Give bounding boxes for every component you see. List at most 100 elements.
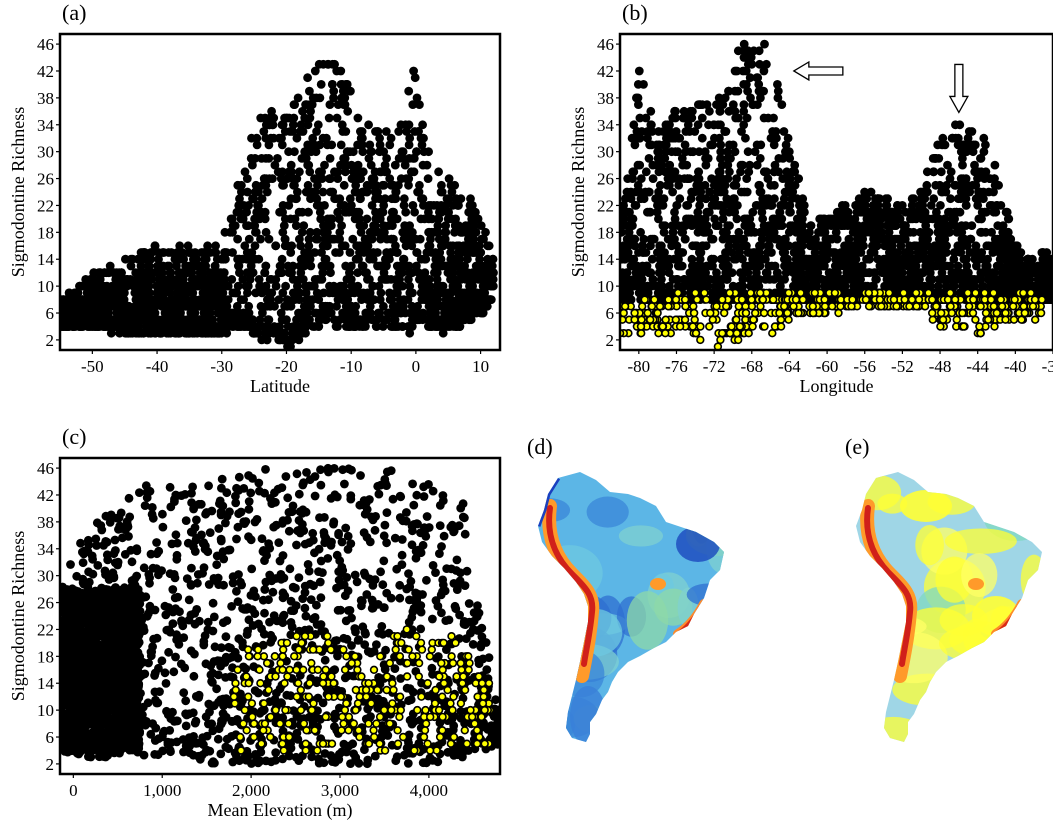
data-point xyxy=(784,227,794,237)
data-point xyxy=(373,308,383,318)
data-point xyxy=(385,288,394,298)
data-point xyxy=(244,234,254,244)
data-point xyxy=(315,275,325,284)
data-point xyxy=(687,254,697,264)
data-point xyxy=(261,281,271,291)
data-point xyxy=(670,234,679,244)
data-point xyxy=(990,174,999,184)
data-point xyxy=(719,207,728,217)
data-point xyxy=(685,268,695,278)
data-point xyxy=(970,160,979,170)
data-point xyxy=(857,261,867,271)
data-point xyxy=(961,201,971,210)
data-point xyxy=(455,268,465,278)
highlighted-point xyxy=(689,308,699,318)
data-point xyxy=(319,288,329,298)
data-point xyxy=(646,207,655,217)
data-point xyxy=(632,127,642,136)
data-point xyxy=(893,261,903,271)
data-point xyxy=(881,254,891,264)
data-point xyxy=(694,174,704,184)
data-point xyxy=(150,241,160,251)
data-point xyxy=(406,167,416,177)
data-point xyxy=(792,214,802,224)
data-point xyxy=(824,234,834,244)
data-point xyxy=(293,187,302,197)
data-point xyxy=(688,261,697,271)
data-point xyxy=(182,295,191,304)
data-point xyxy=(746,93,755,103)
data-point xyxy=(177,288,187,298)
data-point xyxy=(635,133,645,143)
data-point xyxy=(356,315,366,325)
data-point xyxy=(721,254,731,264)
data-point xyxy=(982,241,992,251)
x-tick-label: -40 xyxy=(146,357,169,376)
highlighted-point xyxy=(884,288,894,298)
data-point xyxy=(313,120,323,130)
data-point xyxy=(795,248,804,257)
data-point xyxy=(797,254,807,264)
data-point xyxy=(844,254,853,264)
data-point xyxy=(777,214,787,224)
data-point xyxy=(243,288,252,298)
data-point xyxy=(854,201,864,210)
data-point xyxy=(68,301,78,311)
data-point xyxy=(824,268,834,278)
data-point xyxy=(671,127,681,136)
y-axis-label: Sigmodontine Richness xyxy=(8,107,28,278)
data-point xyxy=(370,187,380,197)
data-point xyxy=(1047,281,1053,291)
data-point xyxy=(332,66,342,76)
highlighted-point xyxy=(950,295,960,304)
data-point xyxy=(126,261,136,271)
data-point xyxy=(351,254,361,264)
data-point xyxy=(442,194,452,204)
data-point xyxy=(633,180,643,190)
data-point xyxy=(325,174,334,184)
data-point xyxy=(667,147,677,157)
data-point xyxy=(343,106,353,116)
data-point xyxy=(962,261,972,271)
data-point xyxy=(877,227,887,237)
data-point xyxy=(358,147,368,157)
data-point xyxy=(737,281,747,291)
data-point xyxy=(397,147,407,157)
data-point xyxy=(447,214,456,224)
data-point xyxy=(864,254,874,264)
data-point xyxy=(175,241,185,251)
data-point xyxy=(921,221,931,231)
data-point xyxy=(645,140,654,150)
data-point xyxy=(437,207,446,217)
data-point xyxy=(781,147,790,157)
data-point xyxy=(670,167,680,177)
data-point xyxy=(694,167,703,177)
data-point xyxy=(732,241,741,251)
data-point xyxy=(926,275,936,284)
data-point xyxy=(148,308,157,318)
data-point xyxy=(431,248,440,257)
data-point xyxy=(314,315,324,325)
data-point xyxy=(333,174,343,184)
data-point xyxy=(759,113,769,123)
data-point xyxy=(777,100,787,109)
data-point xyxy=(856,227,866,237)
data-point xyxy=(335,315,345,325)
data-point xyxy=(694,147,704,157)
data-point xyxy=(262,187,272,197)
data-point xyxy=(472,261,482,271)
data-point xyxy=(646,241,655,251)
data-point xyxy=(389,315,399,325)
data-point xyxy=(936,261,945,271)
data-point xyxy=(769,275,779,284)
data-point xyxy=(678,227,688,237)
data-point xyxy=(1009,281,1019,291)
data-point xyxy=(456,194,466,204)
data-point xyxy=(716,147,726,157)
data-point xyxy=(667,221,677,231)
data-point xyxy=(870,268,880,278)
highlighted-point xyxy=(647,302,657,311)
data-point xyxy=(301,288,311,298)
data-point xyxy=(630,241,639,251)
data-point xyxy=(235,268,244,278)
